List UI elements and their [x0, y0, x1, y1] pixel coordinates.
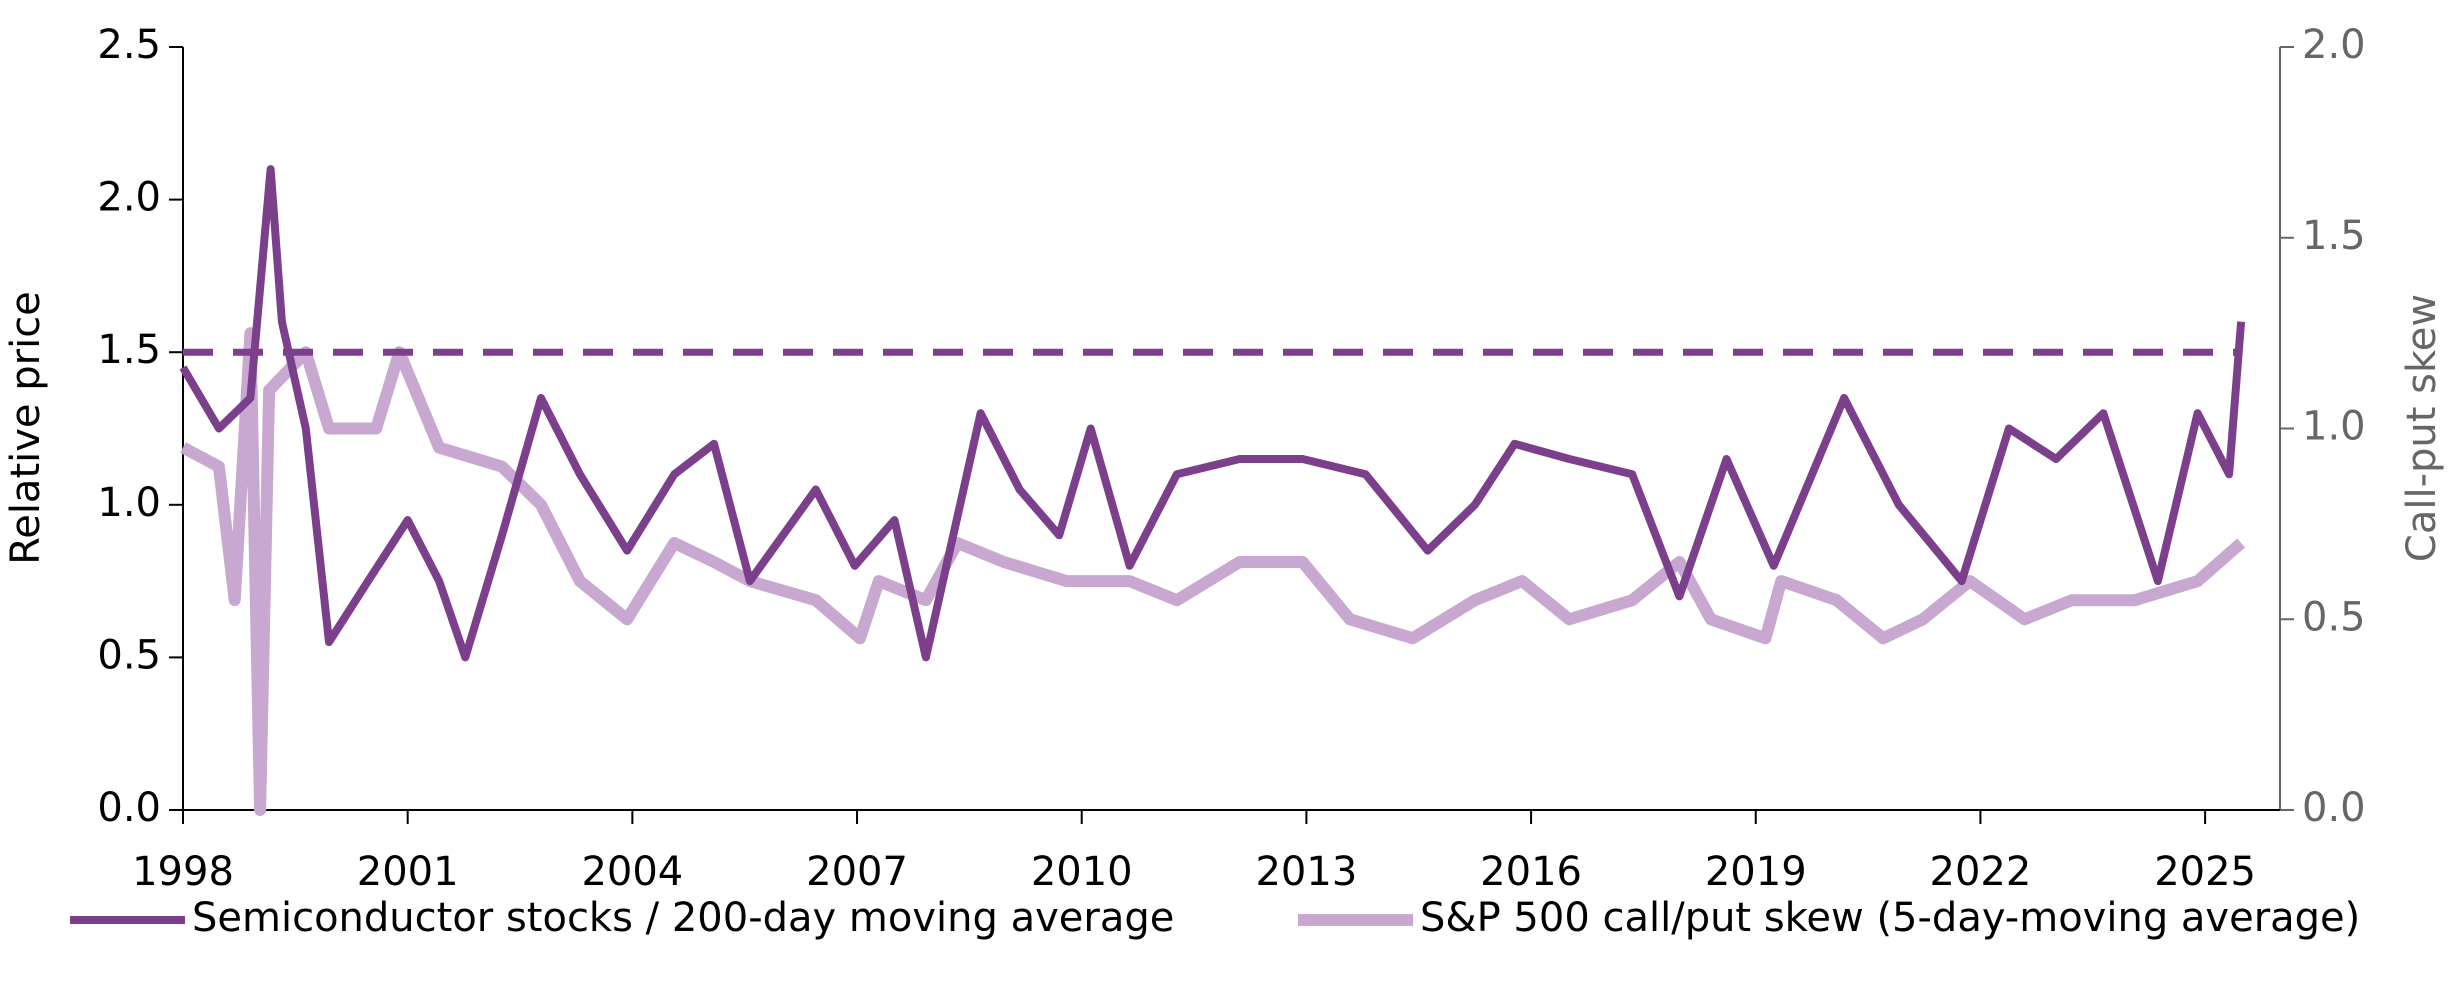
- series-line: [179, 165, 2246, 662]
- y2-tick-label: 0.0: [2302, 785, 2366, 831]
- legend-label: S&P 500 call/put skew (5-day-moving aver…: [1420, 895, 2360, 941]
- y2-tick-label: 1.5: [2302, 213, 2366, 259]
- x-tick-label: 2016: [1480, 849, 1582, 895]
- y2-tick-label: 2.0: [2302, 22, 2366, 68]
- x-tick-label: 2013: [1255, 849, 1357, 895]
- y-tick-label: 1.0: [97, 480, 161, 526]
- y2-tick-label: 0.5: [2302, 594, 2366, 640]
- x-tick-label: 2007: [806, 849, 908, 895]
- series-line: [180, 327, 2246, 816]
- x-tick-label: 2022: [1930, 849, 2032, 895]
- y-tick-label: 0.0: [97, 785, 161, 831]
- x-tick-label: 1998: [132, 849, 234, 895]
- y-tick-label: 2.0: [97, 175, 161, 221]
- x-tick-label: 2001: [357, 849, 459, 895]
- x-tick-label: 2019: [1705, 849, 1807, 895]
- y-tick-label: 2.5: [97, 22, 161, 68]
- y2-axis-title: Call-put skew: [2399, 294, 2445, 562]
- x-tick-label: 2025: [2154, 849, 2256, 895]
- y2-tick-label: 1.0: [2302, 404, 2366, 450]
- y-tick-label: 1.5: [97, 327, 161, 373]
- y-tick-label: 0.5: [97, 632, 161, 678]
- legend-label: Semiconductor stocks / 200-day moving av…: [192, 895, 1174, 941]
- x-tick-label: 2004: [581, 849, 683, 895]
- x-tick-label: 2010: [1031, 849, 1133, 895]
- y-axis-title: Relative price: [3, 291, 49, 565]
